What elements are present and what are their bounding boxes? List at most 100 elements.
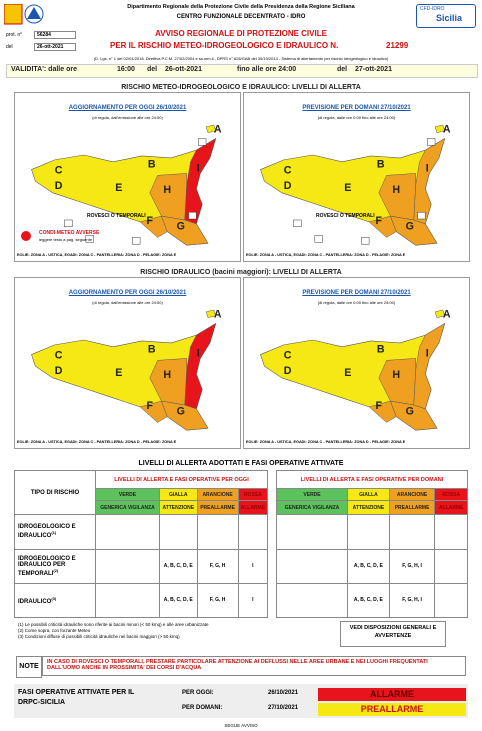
zones: I [252, 563, 254, 570]
del-value: 26-ott-2021 [34, 43, 76, 51]
panel-sub: (di regola, dalle ore 0:00 fino alle ore… [317, 115, 396, 120]
cell [95, 582, 160, 619]
zone-label: H [163, 184, 171, 196]
row: LIVELLI DI ALLERTA E FASI OPERATIVE PER … [276, 469, 468, 490]
risk: IDROGEOLOGICO E IDRAULICO PER TEMPORALI(… [14, 548, 96, 584]
zone-label: H [392, 184, 400, 196]
note: (1) Le possibili criticità idrauliche so… [18, 622, 209, 627]
cell: A, B, C, D, E [158, 548, 198, 584]
zone-label: G [177, 221, 185, 233]
cell [237, 514, 269, 550]
centre: CENTRO FUNZIONALE DECENTRATO - IDRO [176, 14, 306, 20]
zone-label: C [284, 164, 292, 176]
row: IDRAULICO(3) A, B, C, D, E F, G, H I [14, 582, 269, 619]
zones: F, G, H, I [402, 597, 422, 604]
zone-label: B [377, 159, 385, 171]
islands-note: EOLIE: ZONA A - USTICA, EGADI: ZONA C - … [246, 253, 406, 257]
note: (2) Come sopra, con forzante Meteo [18, 628, 91, 633]
cell: F, G, H [196, 582, 239, 619]
map: A B CD E F G H I [260, 124, 451, 246]
row: IDROGEOLOGICO E IDRAULICO(1) [14, 514, 269, 550]
cell [347, 514, 390, 550]
level-phase: ATTENZIONE [347, 500, 390, 516]
group-head: LIVELLI DI ALLERTA E FASI OPERATIVE PER … [95, 469, 268, 490]
zone-label: G [406, 221, 414, 233]
title1: AVVISO REGIONALE DI PROTEZIONE CIVILE [155, 29, 327, 38]
zones: A, B, C, D, E [163, 597, 193, 604]
cell [434, 582, 468, 619]
panel-heading: PREVISIONE PER DOMANI 27/10/2021 [302, 290, 411, 296]
zone [161, 215, 209, 246]
risk-name: IDRAULICO [18, 598, 52, 605]
cell: F, G, H, I [388, 548, 436, 584]
foot-phase: PREALLARME [318, 703, 466, 716]
storm-icon [188, 211, 197, 220]
condi: CONDI-METEO AVVERSE [39, 230, 100, 236]
rovesci: ROVESCI O TEMPORALI [316, 213, 375, 219]
risk: IDRAULICO(3) [14, 582, 96, 619]
zone-label: D [284, 180, 292, 192]
level-name: ARANCIONE [196, 488, 239, 502]
row: GENERICA VIGILANZA ATTENZIONE PREALLARME AL… [275, 500, 468, 516]
notes: (1) Le possibili criticità idrauliche so… [18, 622, 208, 640]
del-label: del [6, 44, 13, 50]
cell: A, B, C, D, E [158, 582, 198, 619]
zone-label: F [376, 215, 383, 227]
storm-icon [361, 237, 370, 245]
logo-bottom: Sicilia [436, 13, 463, 23]
validity-text: fino alle ore 24:00 [237, 66, 297, 73]
row: VERDE GIALLA ARANCIONE ROSSA [275, 488, 468, 502]
prot-value: 56284 [34, 31, 76, 39]
zone-label: C [284, 349, 292, 361]
panel-sub: (di regola, dall'emissione alle ore 24:0… [92, 300, 163, 305]
foot-date: 27/10/2021 [268, 705, 299, 711]
zone-label: E [344, 367, 351, 379]
map-panel: PREVISIONE PER DOMANI 27/10/2021 (di rego… [243, 277, 470, 449]
islet [205, 124, 217, 133]
storm-icon [314, 235, 323, 243]
level-phase: PREALLARME [388, 500, 436, 516]
zones: A, B, C, D, E [353, 563, 383, 570]
panel-heading: PREVISIONE PER DOMANI 27/10/2021 [302, 105, 411, 111]
risk-sup: (2) [53, 567, 59, 573]
level-phase: GENERICA VIGILANZA [95, 500, 160, 516]
zone-label: A [214, 309, 222, 321]
level-phase: PREALLARME [196, 500, 239, 516]
panel-sub: (di regola, dalle ore 0:00 fino alle ore… [317, 300, 396, 305]
zone-label: A [443, 309, 451, 321]
row [275, 514, 468, 550]
section-title: RISCHIO METEO-IDROGEOLOGICO E IDRAULICO:… [121, 84, 361, 91]
zone-label: A [214, 124, 222, 136]
zones: A, B, C, D, E [163, 563, 193, 570]
footer-label: FASI OPERATIVE ATTIVATE PER IL DRPC-SICI… [18, 689, 135, 706]
zone-label: F [147, 215, 154, 227]
cell: I [237, 582, 269, 619]
level-name: GIALLA [158, 488, 198, 502]
zone-label: D [55, 365, 63, 377]
validity-text: del [337, 66, 348, 73]
risk-name: IDROGEOLOGICO E IDRAULICO [18, 524, 76, 540]
legal: (D. Lgs. n° 1 del 02/01/2018, Direttiva … [93, 56, 389, 61]
zones: F, G, H, I [402, 563, 422, 570]
panel-heading: AGGIORNAMENTO PER OGGI 26/10/2021 [68, 105, 187, 111]
cell [95, 514, 160, 550]
alert-table: LIVELLI DI ALLERTA E FASI OPERATIVE PER … [275, 469, 468, 619]
table-title: LIVELLI DI ALLERTA ADOTTATI E FASI OPERA… [138, 460, 344, 467]
storm-icon [427, 138, 436, 146]
zone-label: I [426, 347, 429, 359]
cell [275, 548, 349, 584]
cell [434, 514, 468, 550]
zone-label: E [115, 182, 122, 194]
zone-label: E [344, 182, 351, 194]
islands-note: EOLIE: ZONA A - USTICA, EGADI: ZONA C - … [17, 440, 177, 444]
islet [434, 124, 446, 133]
zone [184, 322, 217, 410]
storm-icon [417, 211, 426, 220]
storm-icon [132, 237, 141, 245]
cell [196, 514, 239, 550]
zone-label: F [147, 400, 154, 412]
zone-label: F [376, 400, 383, 412]
foot-date: 26/10/2021 [268, 690, 299, 696]
foot-label: PER DOMANI: [182, 705, 223, 711]
